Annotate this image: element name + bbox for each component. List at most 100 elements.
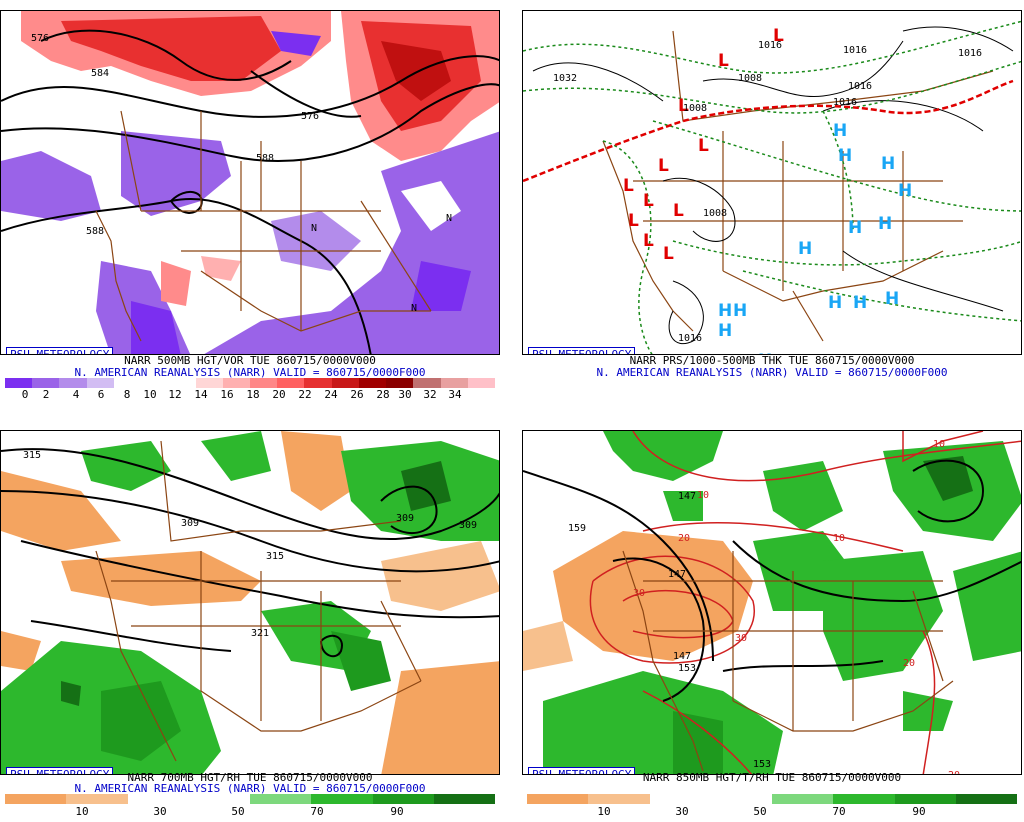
high-marker: H [881,154,895,174]
contour-label: 1008 [703,208,727,219]
psu-meteorology-tag: PSU METEOROLOGY [6,347,114,354]
contour-label: 576 [301,111,319,122]
contour-label: 309 [459,520,477,531]
contour-label: 147 [668,569,686,580]
scale-label: 70 [310,805,324,818]
contour-label: 309 [396,513,414,524]
scale-label: 8 [123,388,131,401]
scale-label: 90 [390,805,404,818]
low-marker: L [643,191,654,211]
valid-line: N. AMERICAN REANALYSIS (NARR) VALID = 86… [74,782,426,795]
scale-label: 34 [448,388,462,401]
psu-meteorology-tag: PSU METEOROLOGY [528,347,636,354]
low-marker: L [718,51,729,71]
high-marker: H [828,293,842,313]
rh-scale-labels: 10 30 50 70 90 [5,806,495,818]
map-700mb: 315 309 315 309 309 321 PSU METEOROLOGY [0,430,500,775]
high-marker: H [718,301,732,321]
high-marker: H [838,146,852,166]
panel-700mb-rh: 315 309 315 309 309 321 PSU METEOROLOGY … [0,420,500,822]
psu-meteorology-tag: PSU METEOROLOGY [528,767,636,774]
scale-label: 0 [21,388,29,401]
contour-label: 159 [568,523,586,534]
scale-label: 10 [75,805,89,818]
temp-label: 20 [948,770,960,775]
map-graphic: L L L L L L L L L L L H H H H H H H [523,20,1021,354]
contour-label: 1032 [553,73,577,84]
contour-label: 1016 [678,333,702,344]
low-marker: L [658,156,669,176]
scale-label: 32 [423,388,437,401]
temp-label: 10 [933,439,945,450]
low-marker: L [698,136,709,156]
scale-label: 20 [272,388,286,401]
scale-label: 28 [376,388,390,401]
scale-label: 16 [220,388,234,401]
map-500mb: 576 584 576 588 588 N N N PSU METEOROLOG… [0,10,500,355]
temp-label: 20 [678,533,690,544]
low-marker: L [623,176,634,196]
high-marker: H [833,121,847,141]
north-marker: N [311,223,317,234]
rh-colorbar [527,794,1017,804]
low-marker: L [678,96,689,116]
north-marker: N [446,213,452,224]
contour-label: 321 [251,628,269,639]
temp-label: 30 [633,588,645,599]
scale-label: 4 [72,388,80,401]
psu-meteorology-tag: PSU METEOROLOGY [6,767,114,774]
contour-label: 576 [31,33,49,44]
scale-label: 70 [832,805,846,818]
high-marker: H [885,289,899,309]
contour-label: 588 [256,153,274,164]
scale-label: 50 [231,805,245,818]
contour-label: 1008 [738,73,762,84]
scale-label: 10 [143,388,157,401]
high-marker: H [718,321,732,341]
contour-label: 153 [753,759,771,770]
high-marker: H [848,218,862,238]
contour-label: 1016 [833,97,857,108]
contour-label: 1016 [843,45,867,56]
valid-line: N. AMERICAN REANALYSIS (NARR) VALID = 86… [74,366,426,379]
scale-label: 26 [350,388,364,401]
temp-label: 30 [735,633,747,644]
scale-label: 30 [153,805,167,818]
north-marker: N [411,303,417,314]
map-850mb: 159 147 147 153 147 153 10 10 20 30 30 2… [522,430,1022,775]
scale-label: 90 [912,805,926,818]
vorticity-colorbar [5,378,495,388]
scale-label: 50 [753,805,767,818]
scale-label: 6 [97,388,105,401]
panel-850mb-temp-rh: 159 147 147 153 147 153 10 10 20 30 30 2… [522,420,1022,822]
low-marker: L [773,26,784,46]
contour-label: 147 [673,651,691,662]
vorticity-scale-labels: 0 2 4 6 8 10 12 14 16 18 20 22 24 26 28 … [5,389,495,401]
temp-label: 10 [833,533,845,544]
map-graphic: 159 147 147 153 147 153 10 10 20 30 30 2… [523,431,1021,775]
product-line: NARR 700MB HGT/RH TUE 860715/0000V000 [127,771,373,784]
contour-label: 1016 [848,81,872,92]
rh-colorbar [5,794,495,804]
map-surface: L L L L L L L L L L L H H H H H H H [522,10,1022,355]
high-marker: H [898,181,912,201]
contour-label: 1008 [683,103,707,114]
contour-label: 588 [86,226,104,237]
scale-label: 10 [597,805,611,818]
valid-line: N. AMERICAN REANALYSIS (NARR) VALID = 86… [596,366,948,379]
product-line: NARR 500MB HGT/VOR TUE 860715/0000V000 [124,354,376,367]
scale-label: 30 [675,805,689,818]
contour-label: 153 [678,663,696,674]
map-graphic: 315 309 315 309 309 321 [1,431,499,774]
scale-label: 22 [298,388,312,401]
map-graphic: 576 584 576 588 588 N N N [1,11,499,354]
contour-label: 1016 [958,48,982,59]
scale-label: 18 [246,388,260,401]
scale-label: 12 [168,388,182,401]
contour-label: 315 [23,450,41,461]
contour-label: 315 [266,551,284,562]
contour-label: 147 [678,491,696,502]
contour-label: 584 [91,68,109,79]
rh-scale-labels: 10 30 50 70 90 [527,806,1017,818]
high-marker: H [853,293,867,313]
